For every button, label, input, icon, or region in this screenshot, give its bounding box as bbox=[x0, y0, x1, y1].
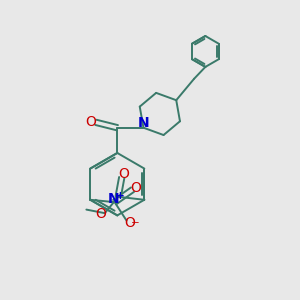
Text: O: O bbox=[130, 181, 142, 195]
Text: N: N bbox=[138, 116, 150, 130]
Text: −: − bbox=[131, 218, 140, 228]
Text: N: N bbox=[108, 192, 120, 206]
Text: O: O bbox=[85, 115, 96, 129]
Text: O: O bbox=[124, 216, 135, 230]
Text: O: O bbox=[95, 207, 106, 221]
Text: O: O bbox=[119, 167, 130, 181]
Text: +: + bbox=[116, 190, 125, 201]
